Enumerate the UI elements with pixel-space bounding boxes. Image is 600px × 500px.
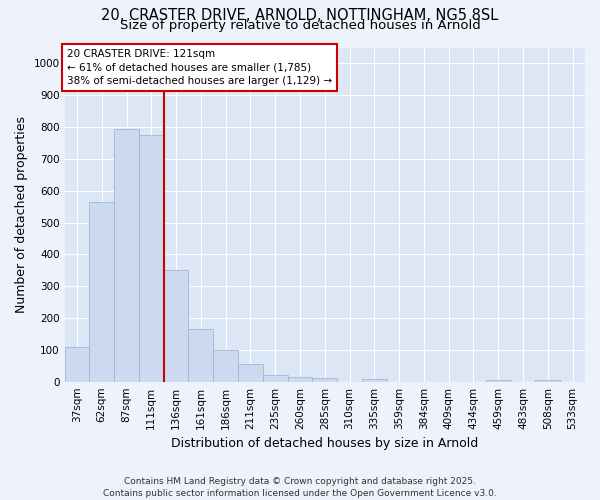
- Text: Contains HM Land Registry data © Crown copyright and database right 2025.
Contai: Contains HM Land Registry data © Crown c…: [103, 476, 497, 498]
- Bar: [114, 128, 139, 382]
- Bar: [535, 380, 560, 382]
- Bar: [139, 135, 164, 382]
- Bar: [362, 379, 387, 382]
- Text: Size of property relative to detached houses in Arnold: Size of property relative to detached ho…: [119, 18, 481, 32]
- Bar: [188, 329, 213, 382]
- Text: 20, CRASTER DRIVE, ARNOLD, NOTTINGHAM, NG5 8SL: 20, CRASTER DRIVE, ARNOLD, NOTTINGHAM, N…: [101, 8, 499, 22]
- Bar: [89, 202, 114, 382]
- Bar: [65, 346, 89, 382]
- Bar: [486, 380, 511, 382]
- Y-axis label: Number of detached properties: Number of detached properties: [15, 116, 28, 313]
- Bar: [263, 376, 287, 382]
- X-axis label: Distribution of detached houses by size in Arnold: Distribution of detached houses by size …: [171, 437, 478, 450]
- Text: 20 CRASTER DRIVE: 121sqm
← 61% of detached houses are smaller (1,785)
38% of sem: 20 CRASTER DRIVE: 121sqm ← 61% of detach…: [67, 49, 332, 86]
- Bar: [287, 377, 313, 382]
- Bar: [313, 378, 337, 382]
- Bar: [238, 364, 263, 382]
- Bar: [213, 350, 238, 382]
- Bar: [164, 270, 188, 382]
